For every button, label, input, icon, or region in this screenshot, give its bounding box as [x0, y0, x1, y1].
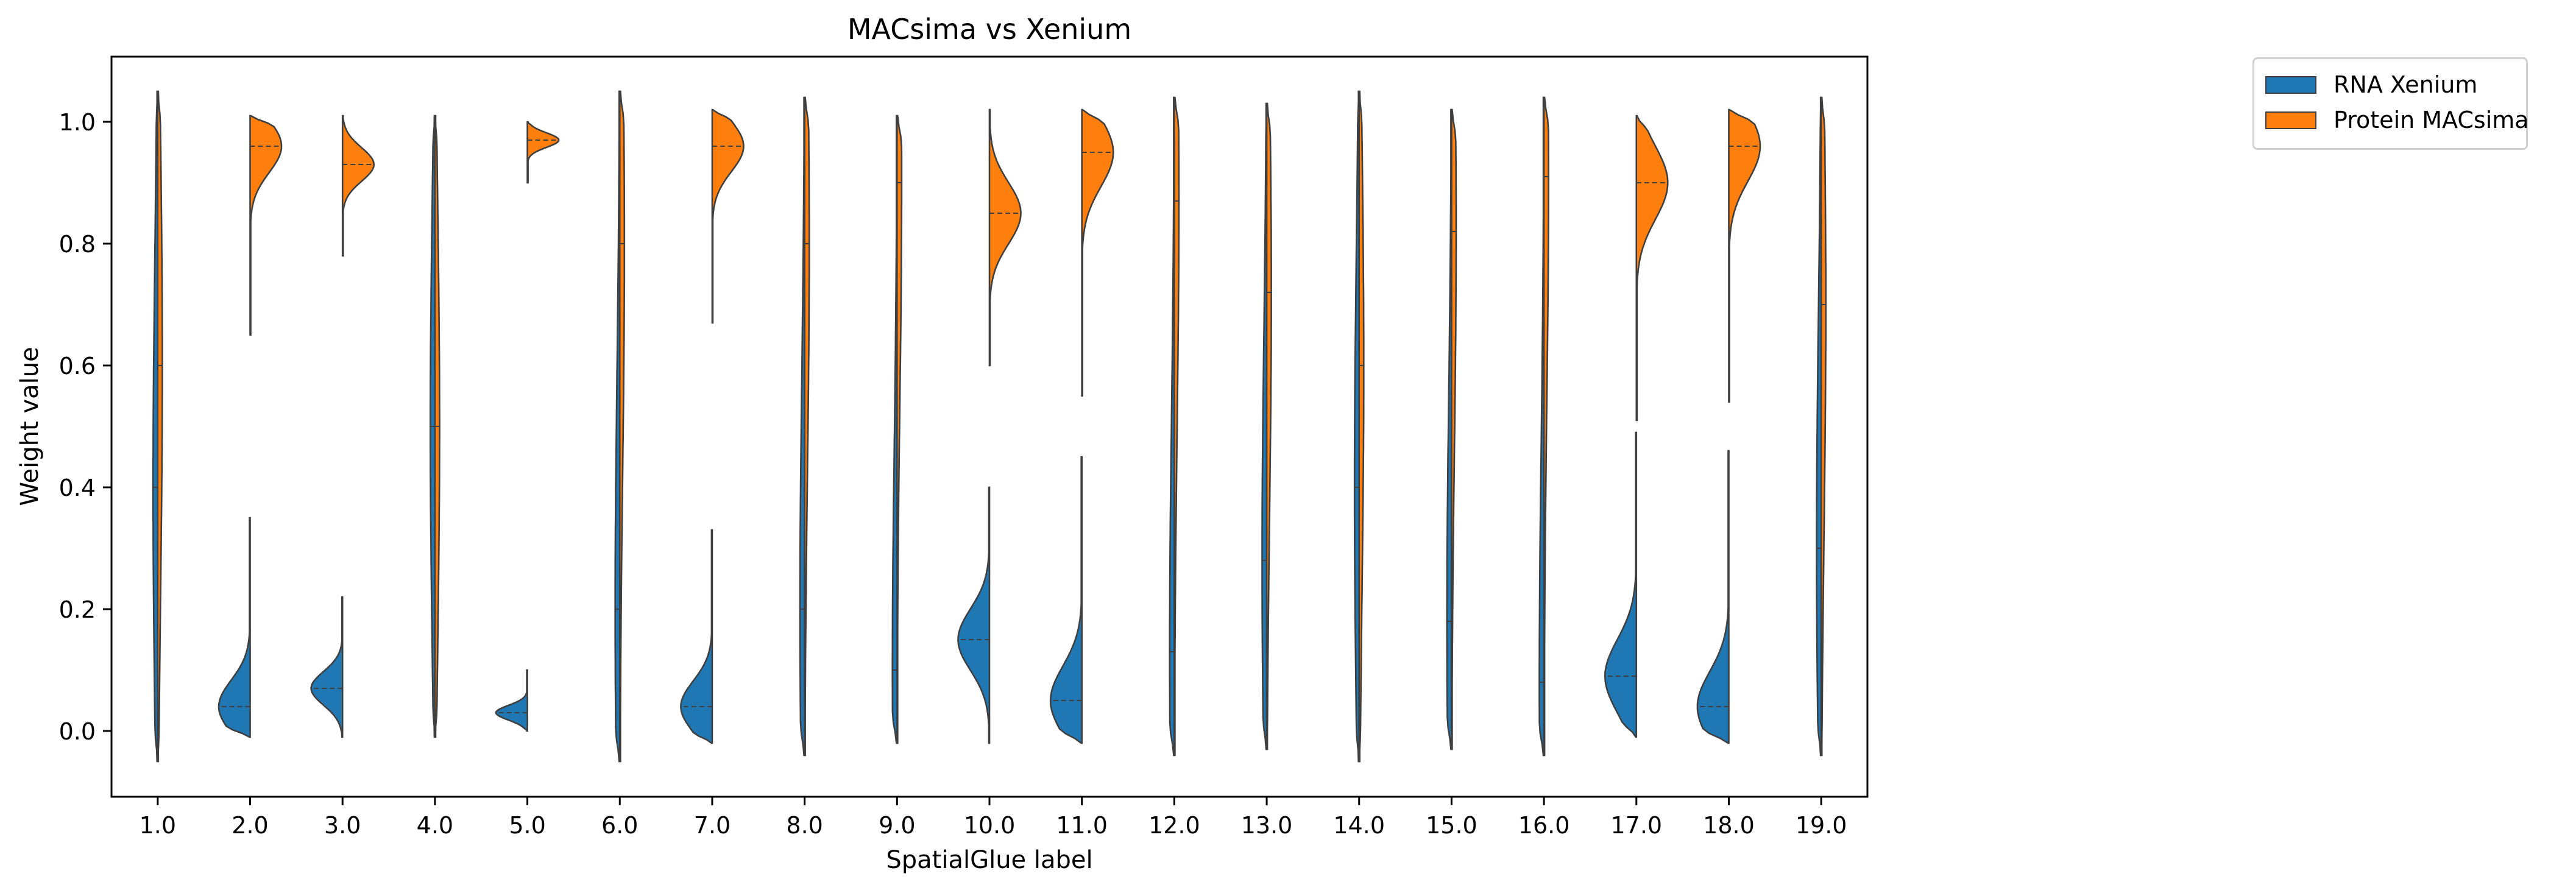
violin-rna-6.0 — [614, 90, 621, 763]
violin-rna-7.0 — [680, 529, 713, 744]
x-tick-label: 4.0 — [417, 812, 453, 839]
violin-protein-3.0 — [341, 115, 375, 257]
x-tick-label: 14.0 — [1333, 812, 1385, 839]
x-tick-label: 1.0 — [140, 812, 176, 839]
violin-protein-10.0 — [988, 108, 1022, 367]
violin-rna-10.0 — [957, 486, 991, 744]
legend-swatch-rna — [2265, 76, 2316, 94]
violin-protein-11.0 — [1081, 108, 1114, 397]
violin-protein-13.0 — [1265, 102, 1272, 750]
legend-label-protein: Protein MACsima — [2334, 107, 2529, 133]
x-tick-label: 16.0 — [1518, 812, 1570, 839]
x-tick-label: 2.0 — [232, 812, 268, 839]
violin-protein-9.0 — [896, 115, 903, 744]
violin-rna-3.0 — [310, 596, 344, 738]
violin-protein-17.0 — [1635, 115, 1669, 422]
violin-rna-1.0 — [152, 90, 159, 763]
x-tick-label: 6.0 — [601, 812, 638, 839]
x-tick-label: 11.0 — [1056, 812, 1108, 839]
y-tick-label: 0.2 — [59, 596, 96, 623]
violin-protein-6.0 — [618, 90, 626, 763]
x-tick-label: 18.0 — [1703, 812, 1755, 839]
violin-rna-13.0 — [1261, 102, 1268, 750]
y-tick-label: 0.6 — [59, 353, 96, 379]
y-tick-label: 0.4 — [59, 475, 96, 501]
legend-label-rna: RNA Xenium — [2334, 71, 2478, 98]
x-tick-label: 5.0 — [509, 812, 545, 839]
x-tick-label: 19.0 — [1796, 812, 1847, 839]
x-tick-label: 17.0 — [1610, 812, 1662, 839]
violin-protein-14.0 — [1358, 90, 1365, 763]
legend-item-rna: RNA Xenium — [2265, 71, 2478, 98]
violin-protein-5.0 — [526, 121, 560, 184]
violin-rna-19.0 — [1816, 96, 1822, 757]
violin-protein-18.0 — [1728, 108, 1761, 403]
violin-protein-2.0 — [249, 115, 283, 336]
x-tick-label: 3.0 — [324, 812, 361, 839]
legend-swatch-protein — [2265, 111, 2316, 129]
violin-protein-19.0 — [1820, 96, 1827, 757]
x-tick-label: 7.0 — [694, 812, 731, 839]
legend-item-protein: Protein MACsima — [2265, 107, 2529, 133]
y-tick-label: 0.8 — [59, 231, 96, 258]
violin-rna-14.0 — [1353, 90, 1361, 763]
x-tick-label: 10.0 — [964, 812, 1016, 839]
y-tick-label: 0.0 — [59, 718, 96, 745]
x-tick-label: 8.0 — [786, 812, 823, 839]
violin-protein-15.0 — [1451, 108, 1457, 750]
violin-protein-1.0 — [157, 90, 163, 763]
y-tick-label: 1.0 — [59, 109, 96, 136]
violin-rna-8.0 — [799, 96, 805, 757]
violin-rna-18.0 — [1696, 450, 1730, 744]
chart-title: MACsima vs Xenium — [847, 13, 1131, 46]
legend: RNA Xenium Protein MACsima — [2252, 57, 2529, 150]
violin-protein-16.0 — [1543, 96, 1549, 757]
violin-rna-2.0 — [218, 517, 251, 738]
violin-protein-12.0 — [1173, 96, 1180, 757]
violin-protein-8.0 — [804, 96, 810, 757]
plot-frame — [110, 55, 1869, 798]
x-tick-label: 12.0 — [1148, 812, 1200, 839]
y-axis-label: Weight value — [16, 347, 44, 506]
x-tick-label: 9.0 — [879, 812, 915, 839]
violin-protein-7.0 — [711, 108, 745, 324]
violin-rna-5.0 — [495, 669, 528, 732]
violin-rna-11.0 — [1049, 456, 1083, 744]
x-tick-label: 13.0 — [1241, 812, 1293, 839]
x-axis-label: SpatialGlue label — [886, 846, 1092, 874]
violin-rna-17.0 — [1604, 431, 1638, 738]
x-tick-label: 15.0 — [1426, 812, 1477, 839]
